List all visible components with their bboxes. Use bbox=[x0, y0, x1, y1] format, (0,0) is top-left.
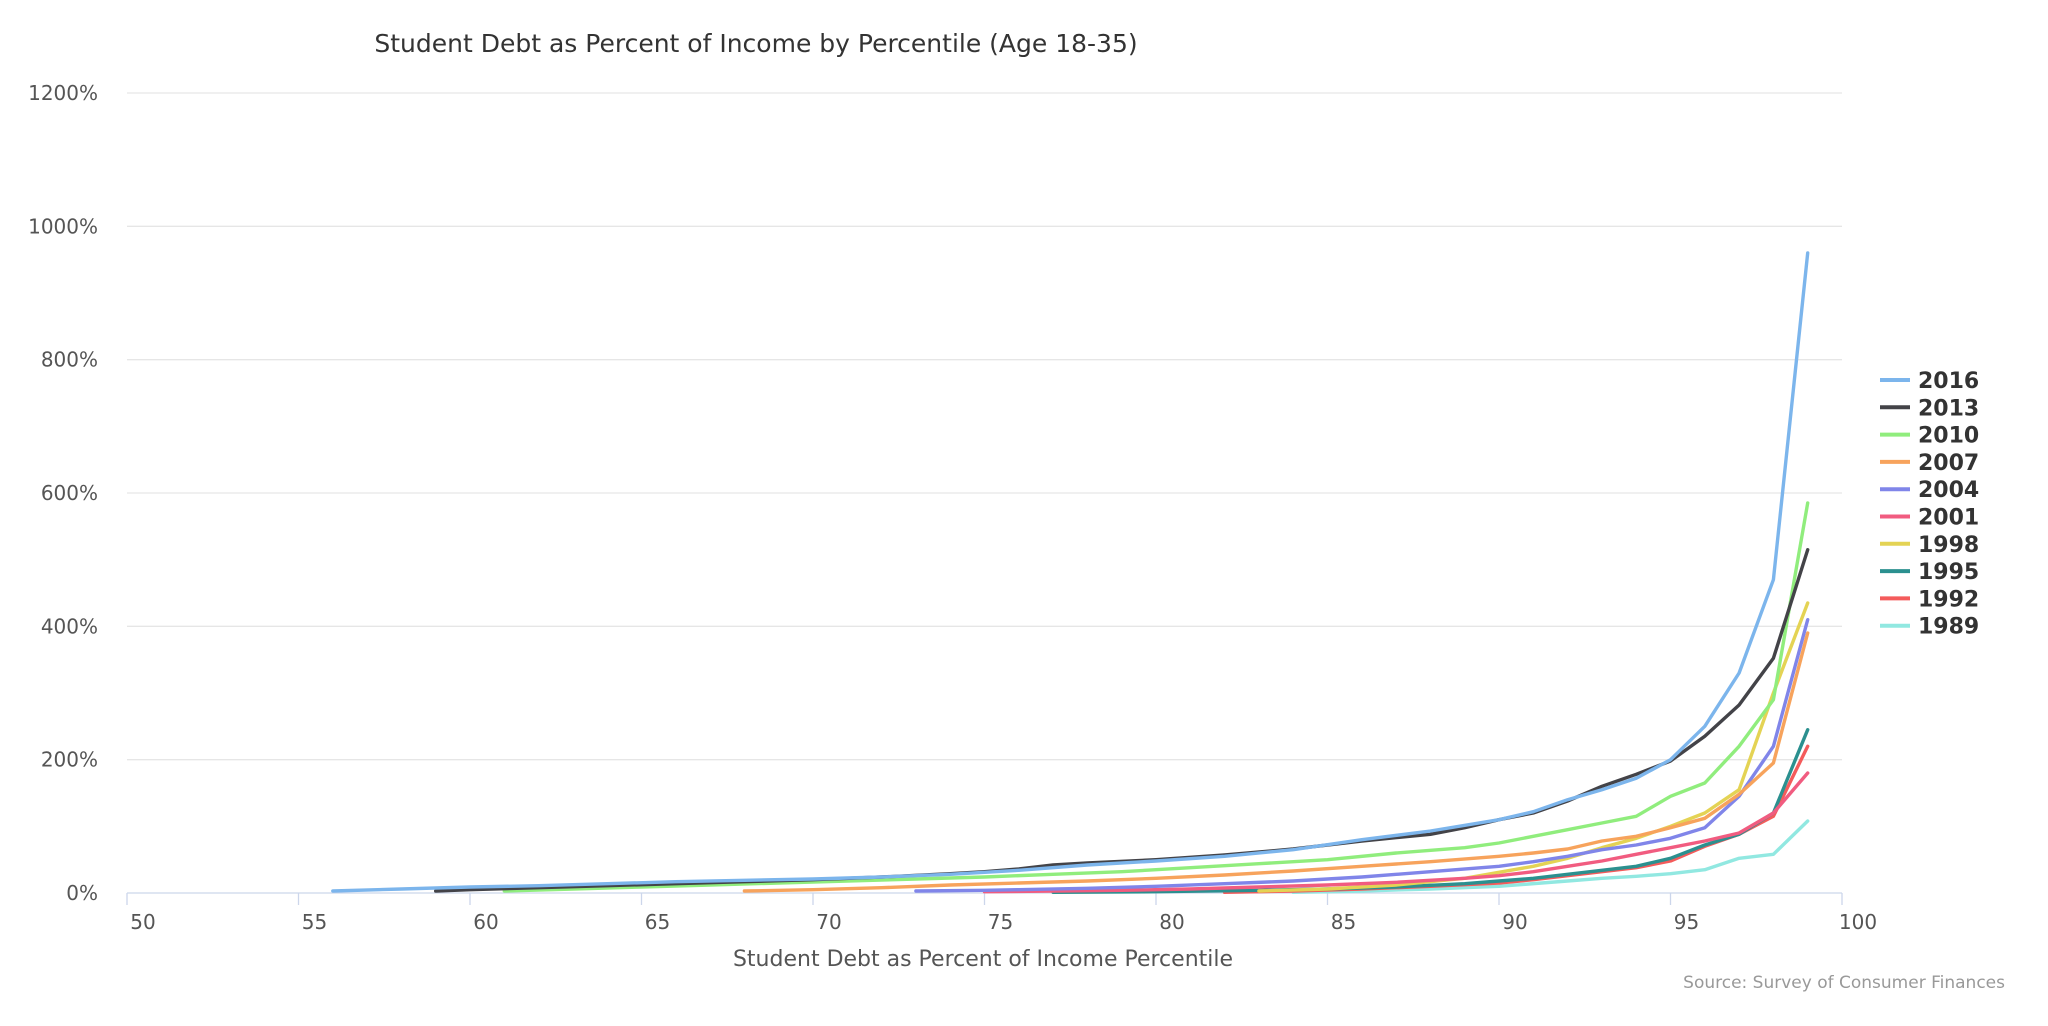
chart-title: Student Debt as Percent of Income by Per… bbox=[374, 29, 1137, 58]
legend-item-2004[interactable]: 2004 bbox=[1880, 478, 1979, 503]
x-tick-label: 80 bbox=[1159, 910, 1184, 934]
x-tick-label: 65 bbox=[645, 910, 670, 934]
x-tick-label: 75 bbox=[988, 910, 1013, 934]
legend-label: 1992 bbox=[1918, 587, 1979, 612]
y-axis: 0% 200% 400% 600% 800% 1000% 1200% bbox=[28, 81, 98, 905]
x-tick-label: 95 bbox=[1674, 910, 1699, 934]
legend-item-2001[interactable]: 2001 bbox=[1880, 506, 1979, 531]
x-tick-label: 85 bbox=[1331, 910, 1356, 934]
legend-item-2013[interactable]: 2013 bbox=[1880, 396, 1979, 421]
series-line-1998 bbox=[1257, 601, 1810, 893]
legend-item-2010[interactable]: 2010 bbox=[1880, 424, 1979, 449]
x-tick-label: 50 bbox=[130, 910, 155, 934]
x-tick-label: 55 bbox=[302, 910, 327, 934]
y-tick-label: 600% bbox=[41, 481, 98, 505]
y-tick-label: 400% bbox=[41, 614, 98, 638]
series-line-2010 bbox=[502, 501, 1810, 893]
x-axis: 50 55 60 65 70 75 80 85 90 95 100 bbox=[126, 892, 1877, 934]
x-tick-label: 100 bbox=[1839, 910, 1877, 934]
y-tick-label: 800% bbox=[41, 348, 98, 372]
series-line-2016 bbox=[331, 251, 1810, 893]
series-line-2004 bbox=[914, 618, 1810, 893]
legend-item-1992[interactable]: 1992 bbox=[1880, 587, 1979, 612]
series-line-1989 bbox=[1291, 819, 1810, 894]
credit-source: Source: Survey of Consumer Finances bbox=[1683, 973, 2005, 993]
y-tick-label: 200% bbox=[41, 748, 98, 772]
legend-item-1998[interactable]: 1998 bbox=[1880, 533, 1979, 558]
legend-label: 1989 bbox=[1918, 615, 1979, 640]
x-tick-label: 60 bbox=[473, 910, 498, 934]
grid-lines bbox=[127, 92, 1842, 761]
legend-item-1995[interactable]: 1995 bbox=[1880, 560, 1979, 585]
legend-label: 1998 bbox=[1918, 533, 1979, 558]
series-line-2007 bbox=[742, 631, 1810, 893]
y-tick-label: 1200% bbox=[28, 81, 98, 105]
legend-label: 2001 bbox=[1918, 506, 1979, 531]
series-lines bbox=[331, 251, 1810, 894]
legend-item-1989[interactable]: 1989 bbox=[1880, 615, 1979, 640]
legend-label: 2016 bbox=[1918, 369, 1979, 394]
legend-label: 2007 bbox=[1918, 451, 1979, 476]
y-tick-label: 0% bbox=[66, 881, 98, 905]
x-tick-label: 70 bbox=[816, 910, 841, 934]
legend-label: 2004 bbox=[1918, 478, 1979, 503]
x-axis-title: Student Debt as Percent of Income Percen… bbox=[733, 947, 1233, 972]
legend-label: 1995 bbox=[1918, 560, 1979, 585]
legend-item-2007[interactable]: 2007 bbox=[1880, 451, 1979, 476]
series-line-2001 bbox=[982, 771, 1810, 894]
x-tick-label: 90 bbox=[1502, 910, 1527, 934]
legend-item-2016[interactable]: 2016 bbox=[1880, 369, 1979, 394]
y-tick-label: 1000% bbox=[28, 214, 98, 238]
legend-label: 2010 bbox=[1918, 424, 1979, 449]
legend-label: 2013 bbox=[1918, 396, 1979, 421]
